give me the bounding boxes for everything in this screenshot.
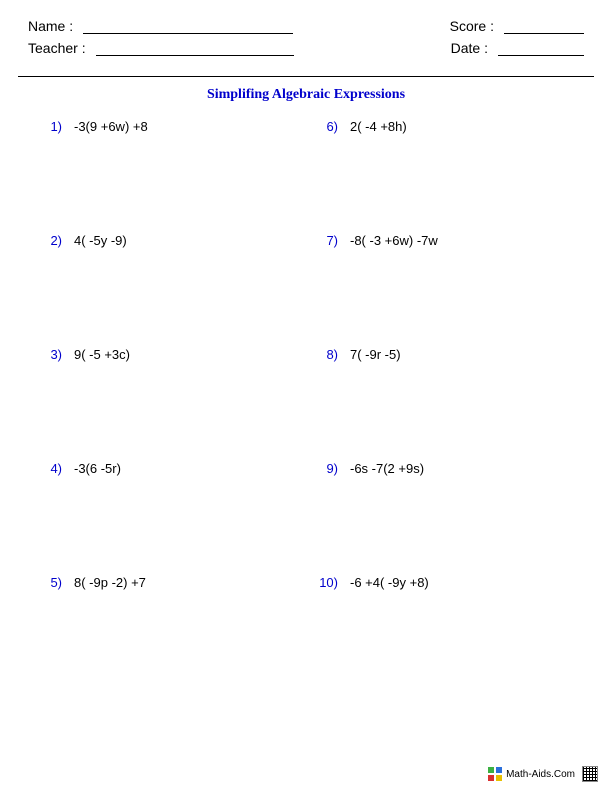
problem-10: 10) -6 +4( -9y +8) bbox=[316, 575, 592, 689]
problem-number: 8) bbox=[316, 347, 350, 362]
problem-text: 2( -4 +8h) bbox=[350, 119, 407, 134]
problem-text: 9( -5 +3c) bbox=[74, 347, 130, 362]
problem-1: 1) -3(9 +6w) +8 bbox=[40, 119, 316, 233]
icon-quad-times bbox=[488, 775, 494, 781]
problem-number: 1) bbox=[40, 119, 74, 134]
problem-number: 10) bbox=[316, 575, 350, 590]
qr-code-icon bbox=[582, 766, 598, 782]
score-label: Score : bbox=[450, 18, 494, 34]
math-aids-icon bbox=[488, 767, 502, 781]
problem-2: 2) 4( -5y -9) bbox=[40, 233, 316, 347]
teacher-blank-line bbox=[96, 42, 294, 56]
worksheet-header: Name : Score : Teacher : Date : bbox=[0, 0, 612, 70]
problem-9: 9) -6s -7(2 +9s) bbox=[316, 461, 592, 575]
problem-text: 4( -5y -9) bbox=[74, 233, 127, 248]
icon-quad-div bbox=[496, 775, 502, 781]
icon-quad-minus bbox=[496, 767, 502, 773]
name-label: Name : bbox=[28, 18, 73, 34]
problem-text: -6 +4( -9y +8) bbox=[350, 575, 429, 590]
problem-number: 9) bbox=[316, 461, 350, 476]
footer-text: Math-Aids.Com bbox=[506, 769, 575, 780]
date-label: Date : bbox=[451, 40, 488, 56]
date-blank-line bbox=[498, 42, 584, 56]
score-blank-line bbox=[504, 20, 584, 34]
problem-text: -3(9 +6w) +8 bbox=[74, 119, 148, 134]
header-row-1: Name : Score : bbox=[28, 18, 584, 34]
problem-6: 6) 2( -4 +8h) bbox=[316, 119, 592, 233]
problem-text: -8( -3 +6w) -7w bbox=[350, 233, 438, 248]
problem-8: 8) 7( -9r -5) bbox=[316, 347, 592, 461]
header-divider bbox=[18, 76, 594, 77]
problem-number: 6) bbox=[316, 119, 350, 134]
date-field: Date : bbox=[451, 40, 584, 56]
problem-number: 3) bbox=[40, 347, 74, 362]
problem-7: 7) -8( -3 +6w) -7w bbox=[316, 233, 592, 347]
name-blank-line bbox=[83, 20, 293, 34]
problem-text: 7( -9r -5) bbox=[350, 347, 401, 362]
teacher-field: Teacher : bbox=[28, 40, 294, 56]
problem-3: 3) 9( -5 +3c) bbox=[40, 347, 316, 461]
problem-number: 4) bbox=[40, 461, 74, 476]
score-field: Score : bbox=[450, 18, 584, 34]
worksheet-title: Simplifing Algebraic Expressions bbox=[0, 87, 612, 103]
problem-text: -3(6 -5r) bbox=[74, 461, 121, 476]
footer: Math-Aids.Com bbox=[488, 766, 598, 782]
problem-5: 5) 8( -9p -2) +7 bbox=[40, 575, 316, 689]
name-field: Name : bbox=[28, 18, 293, 34]
problems-grid: 1) -3(9 +6w) +8 6) 2( -4 +8h) 2) 4( -5y … bbox=[0, 119, 612, 689]
teacher-label: Teacher : bbox=[28, 40, 86, 56]
problem-text: -6s -7(2 +9s) bbox=[350, 461, 424, 476]
problem-number: 5) bbox=[40, 575, 74, 590]
problem-4: 4) -3(6 -5r) bbox=[40, 461, 316, 575]
problem-text: 8( -9p -2) +7 bbox=[74, 575, 146, 590]
problem-number: 7) bbox=[316, 233, 350, 248]
icon-quad-plus bbox=[488, 767, 494, 773]
problem-number: 2) bbox=[40, 233, 74, 248]
header-row-2: Teacher : Date : bbox=[28, 40, 584, 56]
